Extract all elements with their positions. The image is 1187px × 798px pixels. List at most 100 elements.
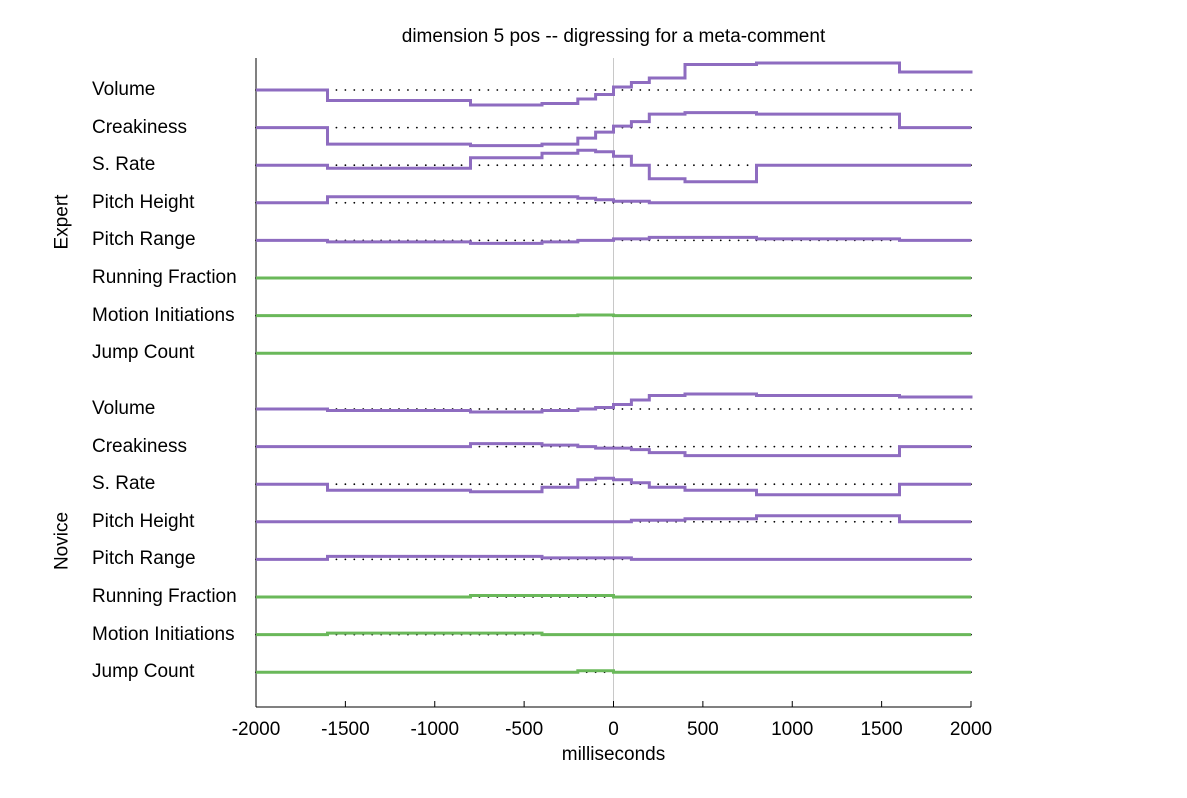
row-label: Pitch Range xyxy=(92,229,196,251)
baseline-dot xyxy=(407,558,409,561)
baseline-dot xyxy=(701,164,704,167)
baseline-dot xyxy=(871,520,874,523)
baseline-dot xyxy=(424,483,427,486)
row-label: Running Fraction xyxy=(92,267,237,288)
row-label: Pitch Range xyxy=(92,548,196,570)
baseline-dot xyxy=(487,445,490,448)
baseline-dot xyxy=(639,445,642,448)
baseline-dot xyxy=(585,126,588,129)
baseline-dot xyxy=(836,126,838,129)
baseline-dot xyxy=(567,201,570,204)
baseline-dot xyxy=(666,164,669,167)
baseline-dot xyxy=(782,126,785,129)
baseline-dot xyxy=(603,89,606,91)
baseline-dot xyxy=(684,126,686,129)
row-label: Creakiness xyxy=(92,116,188,138)
baseline-dot xyxy=(496,483,499,486)
row-label: Pitch Height xyxy=(92,191,195,213)
baseline-dot xyxy=(827,126,829,129)
baseline-dot xyxy=(550,164,552,167)
baseline-dot xyxy=(818,483,820,486)
baseline-dot xyxy=(478,408,481,410)
baseline-dot xyxy=(505,408,508,410)
chart-title: dimension 5 pos -- digressing for a meta… xyxy=(401,26,826,47)
baseline-dot xyxy=(353,483,356,486)
baseline-dot xyxy=(487,89,490,91)
baseline-dot xyxy=(657,89,660,91)
baseline-dot xyxy=(460,483,463,486)
baseline-dot xyxy=(603,126,606,129)
baseline-dot xyxy=(648,126,651,129)
baseline-dot xyxy=(710,164,713,167)
baseline-dot xyxy=(380,89,383,91)
baseline-dot xyxy=(844,408,847,410)
baseline-dot xyxy=(844,483,847,486)
baseline-dot xyxy=(800,408,803,410)
baseline-dot xyxy=(818,445,820,448)
baseline-dot xyxy=(478,558,481,561)
x-tick-label: 0 xyxy=(608,719,619,740)
baseline-dot xyxy=(800,126,803,129)
baseline-dot xyxy=(737,126,740,129)
series-trace xyxy=(256,669,971,674)
series-trace xyxy=(256,554,971,561)
baseline-dot xyxy=(880,126,883,129)
baseline-dot xyxy=(612,164,615,167)
baseline-dot xyxy=(844,89,847,91)
baseline-dot xyxy=(424,164,427,167)
baseline-dot xyxy=(755,520,758,523)
baseline-dot xyxy=(532,558,534,561)
baseline-dot xyxy=(844,445,847,448)
baseline-dot xyxy=(853,408,856,410)
baseline-dot xyxy=(871,126,874,129)
baseline-dot xyxy=(415,201,418,204)
baseline-dot xyxy=(407,201,409,204)
baseline-dot xyxy=(523,89,526,91)
baseline-dot xyxy=(755,445,758,448)
baseline-dot xyxy=(907,408,910,410)
baseline-dot xyxy=(380,164,383,167)
baseline-dot xyxy=(719,89,722,91)
baseline-dot xyxy=(398,89,400,91)
baseline-dot xyxy=(460,558,463,561)
baseline-dot xyxy=(505,445,508,448)
baseline-dot xyxy=(496,164,499,167)
baseline-dot xyxy=(880,408,883,410)
baseline-dot xyxy=(827,89,829,91)
baseline-dot xyxy=(755,126,758,129)
baseline-dot xyxy=(719,126,722,129)
baseline-dot xyxy=(684,445,686,448)
baseline-dot xyxy=(764,89,767,91)
baseline-dot xyxy=(532,201,534,204)
baseline-dot xyxy=(719,520,722,523)
baseline-dot xyxy=(514,558,517,561)
baseline-dot xyxy=(469,483,472,486)
baseline-dot xyxy=(469,558,472,561)
baseline-dot xyxy=(871,89,874,91)
series-trace xyxy=(256,195,971,205)
baseline-dot xyxy=(710,520,713,523)
baseline-dot xyxy=(728,520,731,523)
baseline-dot xyxy=(523,558,526,561)
series-trace xyxy=(256,148,971,184)
baseline-dot xyxy=(657,483,660,486)
baseline-dot xyxy=(567,483,570,486)
baseline-dot xyxy=(666,89,669,91)
baseline-dot xyxy=(800,520,803,523)
baseline-dot xyxy=(773,126,776,129)
baseline-dot xyxy=(433,483,436,486)
baseline-dot xyxy=(514,445,517,448)
baseline-dot xyxy=(818,126,820,129)
baseline-dot xyxy=(550,201,552,204)
series-trace xyxy=(256,514,971,524)
baseline-dot xyxy=(764,408,767,410)
baseline-dot xyxy=(371,201,374,204)
row-label: Volume xyxy=(92,398,156,419)
baseline-dot xyxy=(684,483,686,486)
baseline-dot xyxy=(746,126,749,129)
baseline-dot xyxy=(594,89,597,91)
baseline-dot xyxy=(800,89,803,91)
baseline-dot xyxy=(827,408,829,410)
series-trace xyxy=(256,442,971,458)
baseline-dot xyxy=(380,126,383,129)
